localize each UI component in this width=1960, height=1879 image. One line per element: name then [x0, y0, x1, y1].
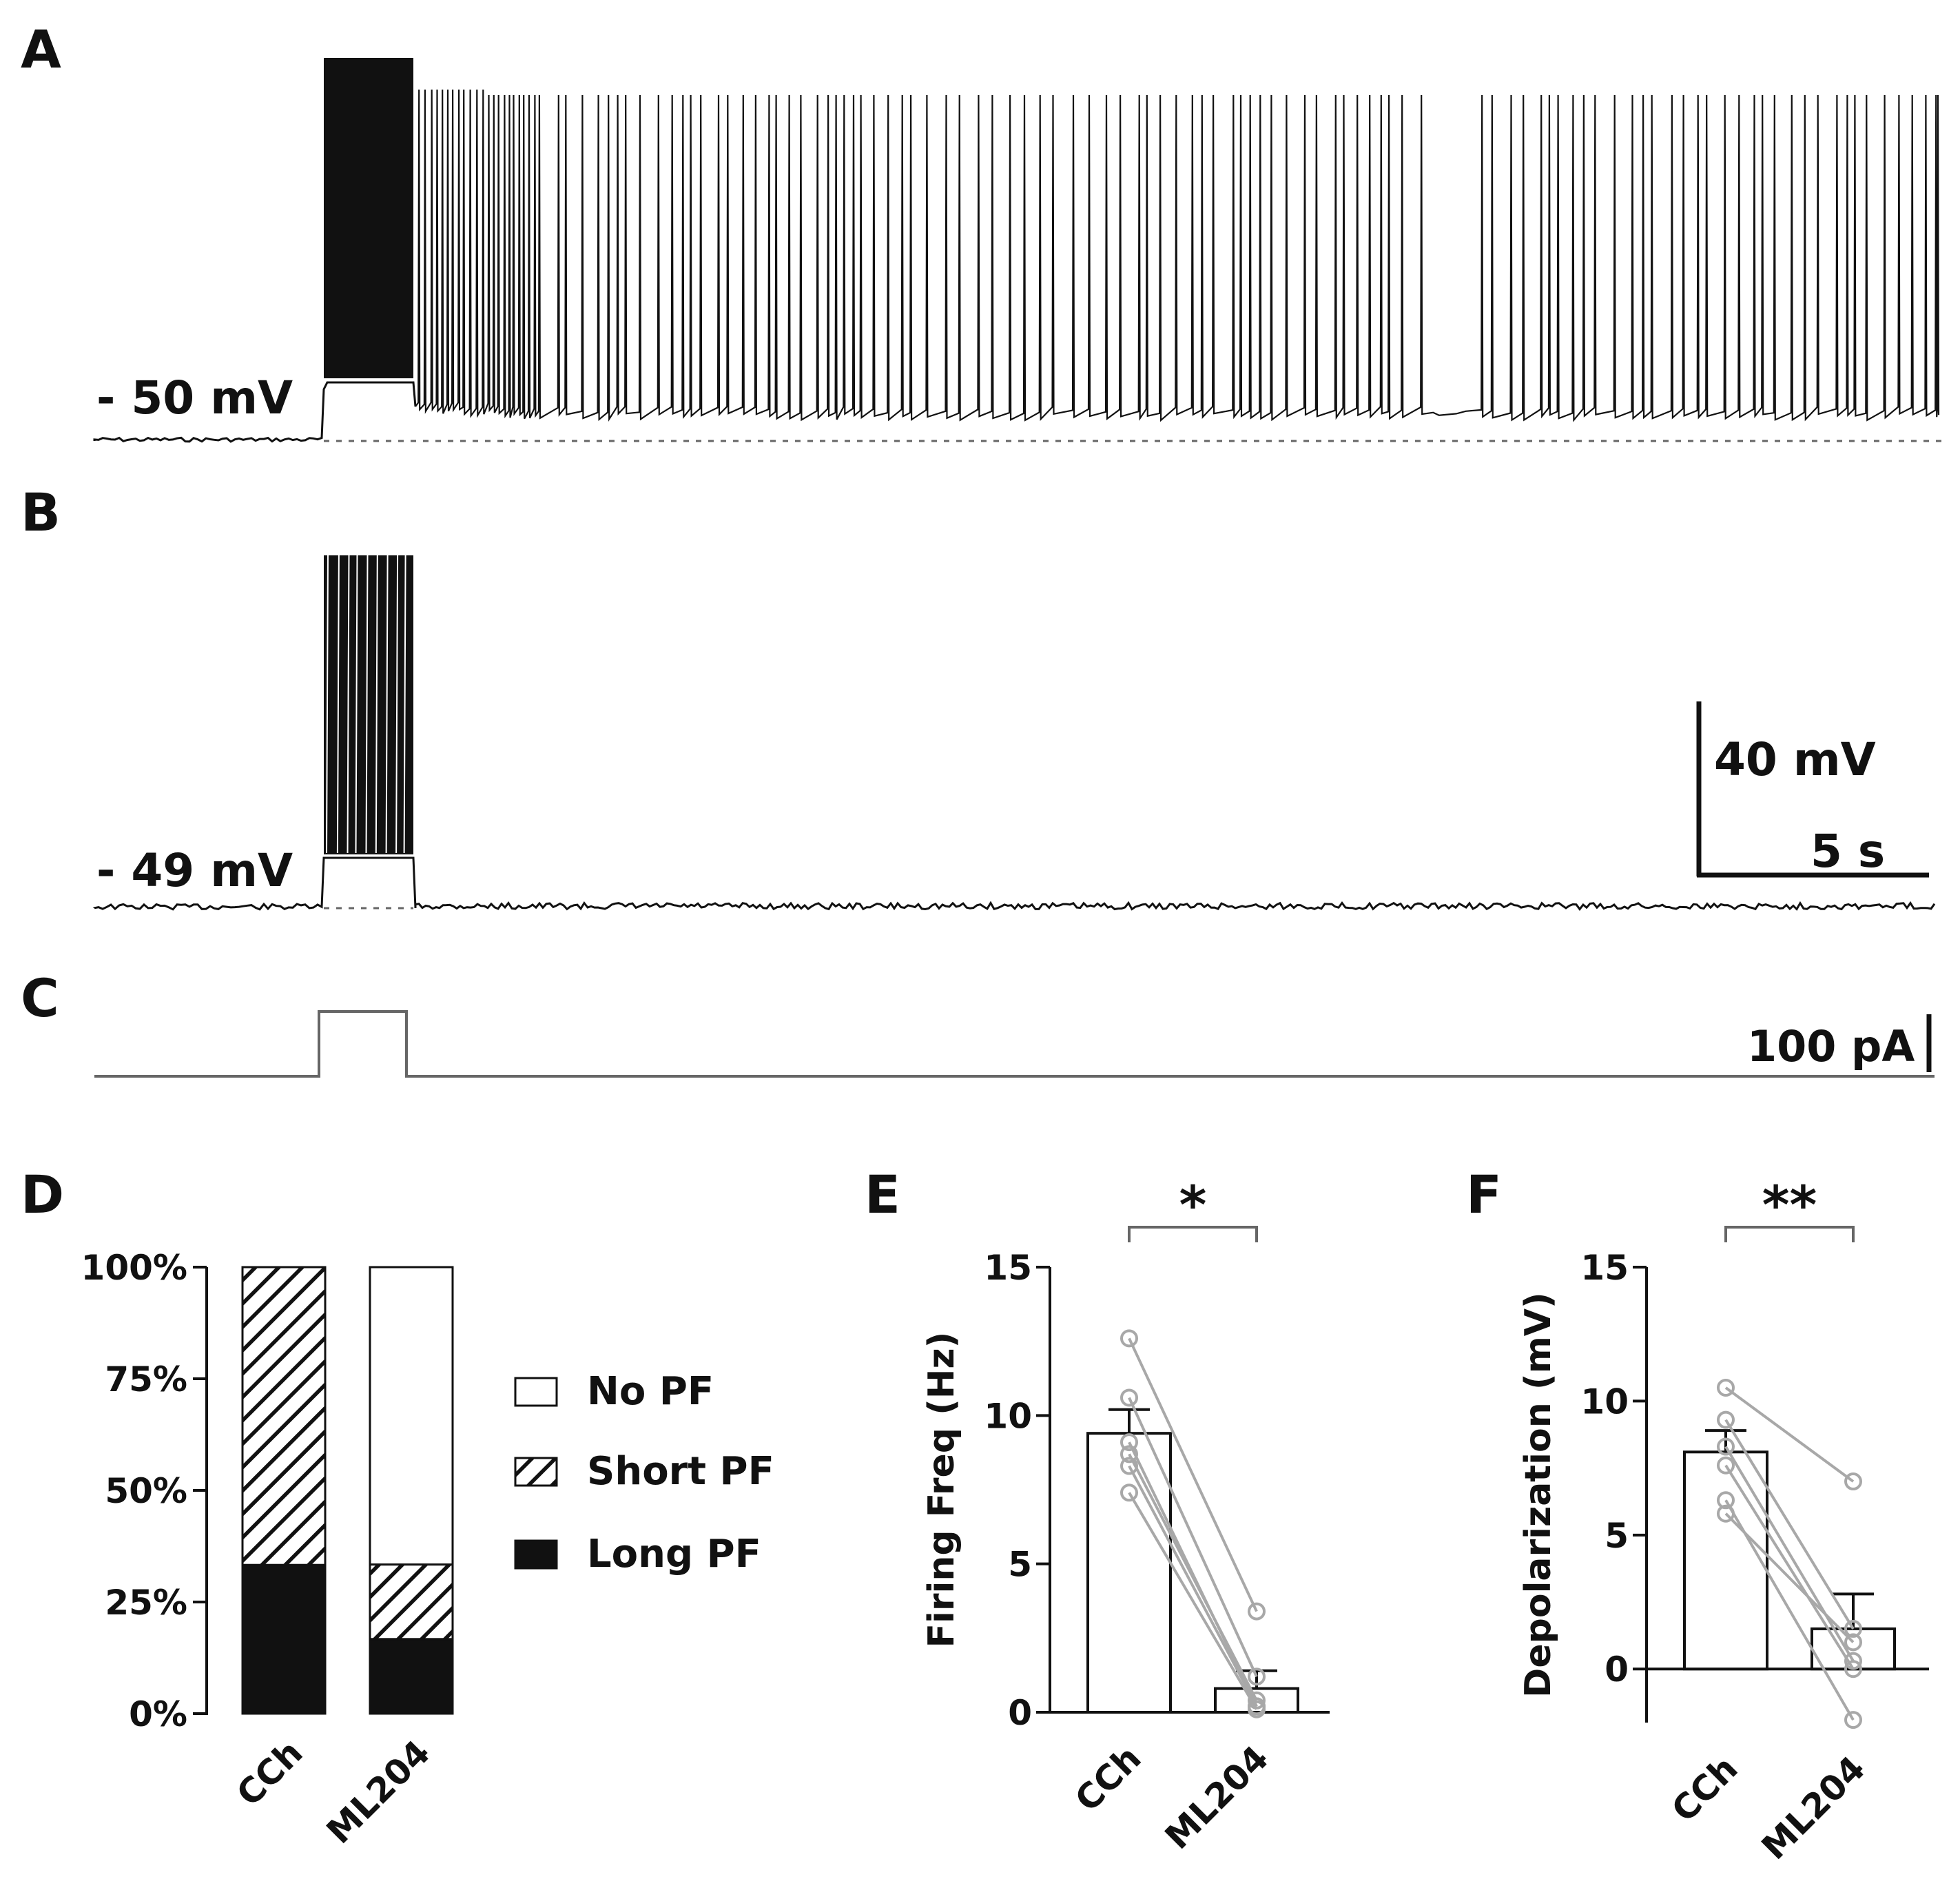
f-paired-line — [1724, 1512, 1855, 1643]
e-point-cch — [1120, 1483, 1138, 1502]
e-point-ml204 — [1248, 1602, 1266, 1621]
panel-letter-b: B — [21, 482, 61, 543]
trace-a-burst — [324, 58, 413, 378]
f-point-cch — [1717, 1456, 1735, 1475]
d-bar-cch-long-pf — [241, 1563, 327, 1715]
chart-e: 0 5 10 15 Firing Freq (Hz) CCh ML204 * — [921, 1174, 1330, 1857]
panel-letter-c: C — [21, 967, 59, 1029]
f-point-cch — [1717, 1491, 1735, 1510]
f-x-label: ML204 — [1754, 1748, 1873, 1867]
chart-f: 0 5 10 15 Depolarization (mV) CCh ML204 ** — [1518, 1174, 1929, 1867]
trace-b-burst-gaps — [326, 553, 406, 854]
panel-letter-a: A — [21, 19, 61, 80]
e-y-tick-label: 15 — [984, 1248, 1032, 1288]
e-point-cch — [1120, 1329, 1138, 1348]
trace-a-baseline — [93, 381, 417, 443]
baseline-label-b: - 49 mV — [96, 844, 293, 897]
f-significance-label: ** — [1762, 1174, 1817, 1235]
f-significance-bracket — [1724, 1226, 1855, 1242]
d-y-tick-label: 50% — [105, 1471, 187, 1511]
f-point-ml204 — [1844, 1619, 1862, 1638]
d-y-tick-label: 25% — [105, 1583, 187, 1623]
e-bar-cch — [1086, 1432, 1172, 1714]
panel-letter-f: F — [1466, 1164, 1502, 1225]
f-point-cch — [1717, 1504, 1735, 1523]
f-point-cch — [1717, 1410, 1735, 1429]
d-x-label: ML204 — [319, 1732, 438, 1851]
legend-label-long-pf: Long PF — [587, 1532, 761, 1577]
f-x-label: CCh — [1664, 1748, 1745, 1829]
f-point-ml204 — [1844, 1660, 1862, 1678]
d-bar-cch-short-pf — [241, 1266, 327, 1566]
d-bar-ml204-long-pf — [369, 1638, 454, 1715]
f-paired-line — [1724, 1386, 1855, 1483]
e-y-tick-label: 5 — [1008, 1545, 1032, 1585]
e-point-cch — [1120, 1388, 1138, 1407]
e-point-ml204 — [1248, 1700, 1266, 1718]
d-y-tick-label: 75% — [105, 1359, 187, 1399]
f-point-ml204 — [1844, 1711, 1862, 1729]
e-point-cch — [1120, 1457, 1138, 1475]
f-paired-line — [1724, 1419, 1855, 1630]
scalebar-time-label: 5 s — [1811, 825, 1885, 878]
f-y-tick-label: 10 — [1580, 1382, 1629, 1421]
legend-swatch-no-pf — [514, 1377, 558, 1407]
f-bar-cch — [1683, 1450, 1768, 1671]
f-y-tick-label: 5 — [1605, 1516, 1629, 1556]
e-y-tick-label: 0 — [1008, 1693, 1032, 1733]
e-point-cch — [1120, 1445, 1138, 1464]
baseline-label-a: - 50 mV — [96, 371, 293, 424]
f-y-tick-label: 15 — [1580, 1248, 1629, 1288]
current-step-trace — [94, 1010, 1935, 1078]
legend-label-short-pf: Short PF — [587, 1449, 774, 1494]
d-bar-ml204-no-pf — [369, 1266, 454, 1566]
e-paired-line — [1128, 1492, 1258, 1710]
f-paired-line — [1724, 1464, 1855, 1670]
e-y-label: Firing Freq (Hz) — [921, 1332, 962, 1648]
e-significance-label: * — [1179, 1174, 1207, 1235]
panel-letter-e: E — [865, 1164, 900, 1225]
f-point-ml204 — [1844, 1472, 1862, 1491]
f-y-tick-label: 0 — [1605, 1650, 1629, 1690]
legend-label-no-pf: No PF — [587, 1369, 714, 1414]
d-y-tick-label: 100% — [81, 1248, 187, 1288]
e-paired-line — [1128, 1453, 1258, 1701]
f-point-ml204 — [1844, 1633, 1862, 1652]
trace-b-line — [93, 856, 1936, 911]
d-y-tick-label: 0% — [129, 1694, 187, 1734]
e-x-label: ML204 — [1157, 1738, 1277, 1857]
d-x-label: CCh — [229, 1732, 310, 1814]
e-point-ml204 — [1248, 1667, 1266, 1686]
f-point-cch — [1717, 1437, 1735, 1456]
e-y-tick-label: 10 — [984, 1396, 1032, 1436]
chart-d: 0% 25% 50% 75% 100% CCh ML204 — [81, 1248, 454, 1851]
scalebar-current-label: 100 pA — [1747, 1021, 1915, 1071]
e-paired-line — [1128, 1397, 1258, 1678]
trace-a-spikes — [415, 89, 1940, 422]
e-paired-line — [1128, 1465, 1258, 1707]
e-point-cch — [1120, 1433, 1138, 1452]
e-paired-line — [1128, 1337, 1258, 1612]
d-bar-ml204-short-pf — [369, 1563, 454, 1641]
trace-a — [93, 58, 1940, 443]
panel-letter-d: D — [21, 1164, 64, 1225]
e-x-label: CCh — [1067, 1738, 1148, 1819]
legend-swatch-long-pf — [514, 1539, 558, 1570]
f-y-label: Depolarization (mV) — [1518, 1292, 1559, 1698]
e-significance-bracket — [1128, 1226, 1258, 1242]
trace-b — [93, 553, 1936, 911]
f-paired-line — [1724, 1446, 1855, 1662]
legend-d: No PF Short PF Long PF — [514, 1369, 774, 1577]
legend-swatch-short-pf — [514, 1457, 558, 1487]
f-point-cch — [1717, 1378, 1735, 1397]
scalebar-voltage-label: 40 mV — [1714, 733, 1876, 786]
